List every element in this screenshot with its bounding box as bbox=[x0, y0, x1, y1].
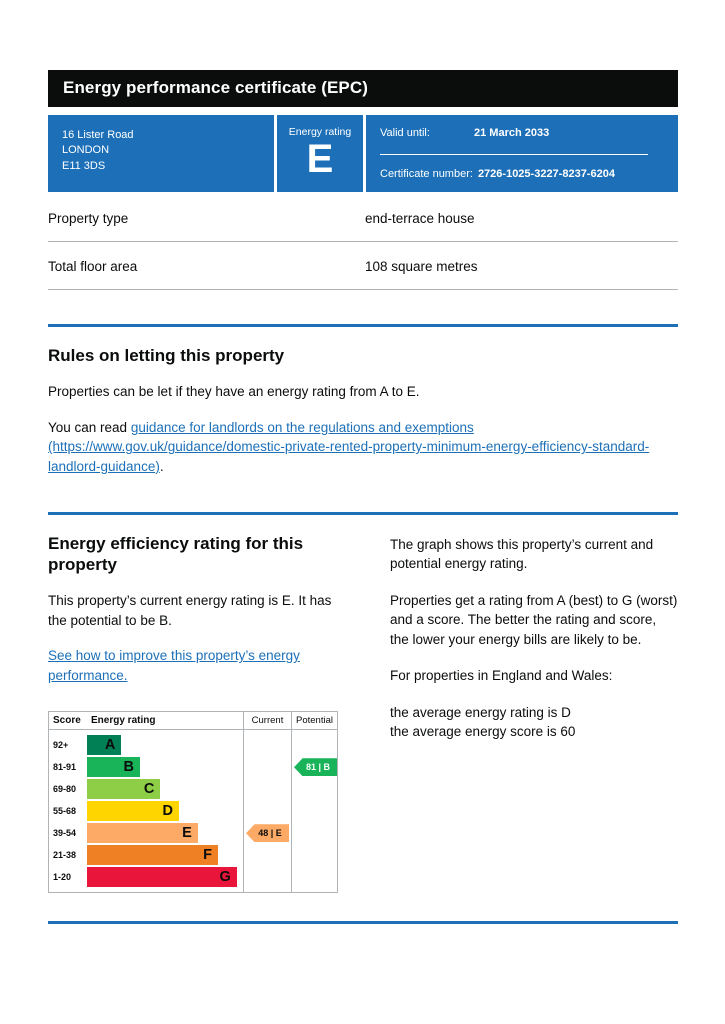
rules-paragraph: Properties can be let if they have an en… bbox=[48, 384, 420, 400]
validity-panel: Valid until: 21 March 2033 Certificate n… bbox=[366, 115, 678, 192]
band-letter: F bbox=[203, 847, 213, 864]
address-line-3: E11 3DS bbox=[62, 159, 106, 172]
certificate-number-row: Certificate number: 2726-1025-3227-8237-6… bbox=[380, 168, 664, 180]
summary-row: Property type end-terrace house bbox=[48, 194, 678, 242]
current-rating-column: 48 | E bbox=[243, 730, 291, 893]
average-rating-line: the average energy rating is D bbox=[390, 704, 571, 720]
band-letter: D bbox=[162, 803, 174, 820]
band-letter: A bbox=[104, 737, 116, 754]
rating-bands: 92+ A 81-91 B 69-80 C 55-68 D 39-54 E 21-38 F 1-20 G bbox=[49, 730, 243, 892]
valid-until-label: Valid until: bbox=[380, 127, 430, 139]
certificate-number-value: 2726-1025-3227-8237-6204 bbox=[477, 168, 615, 180]
property-summary: Property type end-terrace house Total floo… bbox=[48, 194, 678, 290]
energy-rating-value: E bbox=[306, 137, 334, 181]
band-letter: G bbox=[219, 869, 231, 886]
rating-band-row-g: 1-20 G bbox=[49, 866, 243, 888]
band-score: 39-54 bbox=[53, 828, 77, 839]
summary-value: 108 square metres bbox=[365, 259, 478, 274]
epc-page: Energy performance certificate (EPC) 16 … bbox=[48, 70, 678, 925]
potential-rating-arrow: 81 | B bbox=[294, 758, 337, 777]
band-score: 69-80 bbox=[53, 784, 77, 795]
current-rating-paragraph: This property’s current energy rating is… bbox=[48, 593, 332, 628]
rules-section: Rules on letting this property Propertie… bbox=[48, 345, 678, 477]
epc-summary-banner: 16 Lister Road LONDON E11 3DS Energy rat… bbox=[48, 115, 678, 192]
band-letter: E bbox=[182, 825, 192, 842]
chart-header-current: Current bbox=[243, 712, 291, 731]
energy-rating-label: Energy rating bbox=[288, 126, 352, 138]
potential-rating-column: 81 | B bbox=[291, 730, 337, 893]
certificate-number-label: Certificate number: bbox=[380, 168, 473, 180]
property-address: 16 Lister Road LONDON E11 3DS bbox=[48, 115, 274, 192]
band-score: 21-38 bbox=[53, 850, 77, 861]
band-bar-b: B bbox=[87, 757, 141, 778]
energy-rating-chart: Score Energy rating Current Potential 92… bbox=[48, 711, 338, 894]
band-score: 55-68 bbox=[53, 806, 77, 817]
rating-band-row-c: 69-80 C bbox=[49, 778, 243, 800]
band-bar-d: D bbox=[87, 801, 180, 822]
band-bar-f: F bbox=[87, 845, 219, 866]
band-score: 92+ bbox=[53, 740, 69, 751]
efficiency-section: Energy efficiency rating for this proper… bbox=[48, 531, 678, 894]
band-score: 1-20 bbox=[53, 872, 72, 883]
rules-heading: Rules on letting this property bbox=[48, 346, 285, 365]
summary-label: Property type bbox=[48, 211, 129, 226]
averages-paragraph: the average energy rating is D the averag… bbox=[390, 703, 678, 742]
current-rating-arrow: 48 | E bbox=[246, 824, 289, 843]
address-line-1: 16 Lister Road bbox=[62, 129, 134, 141]
chart-header-potential: Potential bbox=[291, 712, 337, 731]
rating-band-row-d: 55-68 D bbox=[49, 800, 243, 822]
page-title-bar: Energy performance certificate (EPC) bbox=[48, 70, 678, 107]
band-bar-e: E bbox=[87, 823, 198, 844]
section-divider bbox=[48, 324, 678, 327]
valid-until-value: 21 March 2033 bbox=[474, 127, 550, 139]
band-letter: C bbox=[143, 781, 155, 798]
rating-explainer-paragraph: Properties get a rating from A (best) to… bbox=[390, 592, 678, 647]
average-score-line: the average energy score is 60 bbox=[390, 724, 576, 740]
rating-band-row-b: 81-91 B bbox=[49, 756, 243, 778]
band-bar-c: C bbox=[87, 779, 161, 800]
rating-band-row-e: 39-54 E bbox=[49, 822, 243, 844]
chart-header-energy-rating: Energy rating bbox=[87, 712, 243, 731]
page-title: Energy performance certificate (EPC) bbox=[63, 78, 368, 97]
bottom-divider bbox=[48, 921, 678, 925]
rating-band-row-a: 92+ A bbox=[49, 734, 243, 756]
efficiency-left-column: Energy efficiency rating for this proper… bbox=[48, 531, 345, 894]
band-letter: B bbox=[123, 759, 135, 776]
guidance-text-suffix: . bbox=[159, 458, 164, 474]
section-divider bbox=[48, 511, 678, 515]
improve-performance-link[interactable]: See how to improve this property’s energ… bbox=[48, 648, 300, 683]
summary-label: Total floor area bbox=[48, 259, 138, 274]
guidance-text-prefix: You can read bbox=[48, 419, 131, 435]
efficiency-right-column: The graph shows this property’s current … bbox=[390, 531, 678, 894]
efficiency-heading: Energy efficiency rating for this proper… bbox=[48, 533, 304, 574]
band-bar-a: A bbox=[87, 735, 122, 756]
banner-divider bbox=[380, 154, 648, 155]
address-line-2: LONDON bbox=[62, 144, 110, 157]
chart-header-score: Score bbox=[49, 712, 87, 731]
valid-until-row: Valid until: 21 March 2033 bbox=[380, 127, 664, 139]
graph-explainer-paragraph: The graph shows this property’s current … bbox=[390, 536, 654, 572]
landlord-guidance-link[interactable]: guidance for landlords on the regulation… bbox=[48, 419, 650, 474]
band-score: 81-91 bbox=[53, 762, 77, 773]
summary-row: Total floor area 108 square metres bbox=[48, 242, 678, 290]
england-wales-paragraph: For properties in England and Wales: bbox=[390, 668, 613, 684]
rating-band-row-f: 21-38 F bbox=[49, 844, 243, 866]
rules-guidance-paragraph: You can read guidance for landlords on t… bbox=[48, 418, 678, 477]
energy-rating-panel: Energy rating E bbox=[277, 115, 363, 192]
summary-value: end-terrace house bbox=[365, 211, 475, 226]
band-bar-g: G bbox=[87, 867, 237, 888]
